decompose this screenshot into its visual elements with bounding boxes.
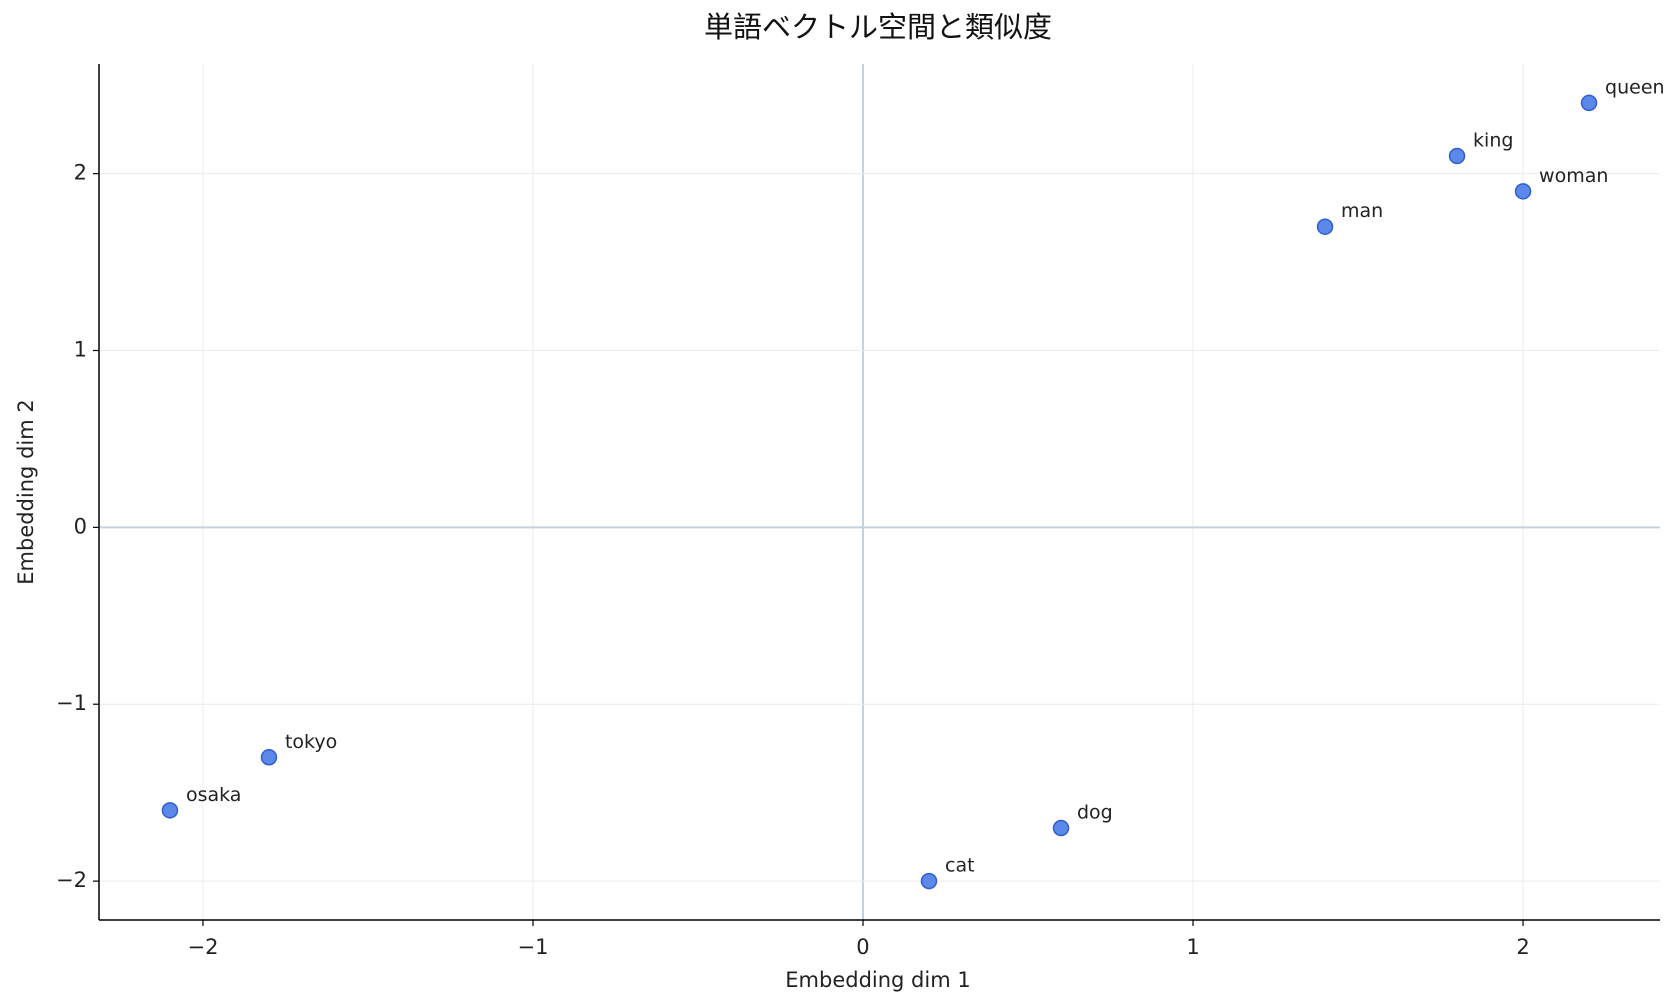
y-tick-label: −1 — [56, 691, 87, 715]
y-tick-label: 2 — [74, 161, 87, 185]
point — [161, 802, 179, 819]
x-tick-label: −1 — [517, 935, 548, 959]
y-tick-label: −2 — [56, 868, 87, 892]
point-label: cat — [945, 855, 975, 877]
point-label: man — [1341, 200, 1383, 222]
y-tick-label: 1 — [74, 338, 87, 362]
point — [1316, 218, 1334, 235]
point-label: queen — [1605, 76, 1665, 98]
x-tick-label: 2 — [1516, 935, 1529, 959]
y-tick-label: 0 — [74, 514, 87, 538]
point — [1052, 819, 1070, 837]
point-label: dog — [1077, 802, 1113, 824]
chart-title: 単語ベクトル空間と類似度 — [704, 10, 1052, 44]
y-axis-label: Embedding dim 2 — [14, 399, 38, 584]
point-label: tokyo — [285, 731, 337, 753]
point-label: woman — [1539, 165, 1608, 187]
point-label: osaka — [186, 784, 241, 806]
point — [1580, 94, 1598, 112]
point — [260, 749, 278, 766]
x-axis-label: Embedding dim 1 — [785, 968, 970, 992]
x-tick-label: 0 — [856, 935, 869, 959]
point — [920, 872, 938, 890]
x-tick-label: −2 — [187, 935, 218, 959]
point — [1514, 183, 1532, 200]
point-label: king — [1473, 129, 1513, 151]
point — [1448, 147, 1466, 165]
x-tick-label: 1 — [1186, 935, 1199, 959]
